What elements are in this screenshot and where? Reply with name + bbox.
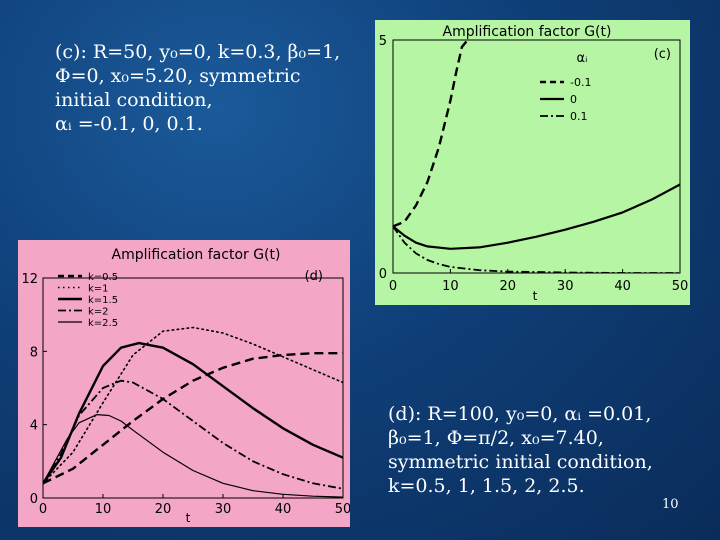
x-tick-label: 40 <box>614 279 631 294</box>
caption-line: Φ=0, x₀=5.20, symmetric <box>55 65 301 87</box>
caption-line: k=0.5, 1, 1.5, 2, 2.5. <box>388 475 585 497</box>
y-tick-label: 5 <box>379 34 387 49</box>
caption-line: initial condition, <box>55 89 213 111</box>
y-tick-label: 8 <box>30 345 38 360</box>
series-line-k=2 <box>43 379 343 490</box>
series-line-k=0.5 <box>43 352 343 485</box>
panel-label: (d) <box>305 269 323 284</box>
x-tick-label: 50 <box>335 502 350 517</box>
legend-label: k=2 <box>88 307 109 318</box>
series-line-k=1.5 <box>43 341 343 484</box>
caption-panel-c: (c): R=50, y₀=0, k=0.3, β₀=1, Φ=0, x₀=5.… <box>55 40 375 136</box>
caption-line: αᵢ =-0.1, 0, 0.1. <box>55 113 203 135</box>
x-tick-label: 30 <box>557 279 574 294</box>
chart-panel-d: 0 10 20 30 40 50 0 4 8 12 Amplification factor G(t… <box>18 240 350 527</box>
x-axis-label: t <box>186 511 191 525</box>
series-line-k=2.5 <box>43 414 343 498</box>
legend-title: αᵢ <box>577 51 588 66</box>
legend-label: k=0.5 <box>88 272 118 283</box>
x-tick-label: 50 <box>672 279 689 294</box>
x-tick-label: 0 <box>39 502 47 517</box>
x-tick-label: 10 <box>95 502 112 517</box>
series-line-k=1 <box>43 326 343 485</box>
legend-label: k=1 <box>88 284 109 295</box>
x-tick-label: 0 <box>389 279 397 294</box>
y-tick-label: 12 <box>21 272 38 287</box>
caption-line: β₀=1, Φ=π/2, x₀=7.40, <box>388 427 604 449</box>
legend-label: 0.1 <box>570 110 588 123</box>
series-line-0 <box>393 183 680 250</box>
x-tick-label: 30 <box>215 502 232 517</box>
caption-panel-d: (d): R=100, y₀=0, αᵢ =0.01, β₀=1, Φ=π/2,… <box>388 402 688 498</box>
chart-background <box>18 240 350 527</box>
plot-frame <box>42 277 344 499</box>
y-tick-label: 4 <box>30 419 38 434</box>
slide-number: 10 <box>662 497 679 512</box>
plot-frame <box>392 39 681 274</box>
legend-label: k=1.5 <box>88 295 118 306</box>
chart-panel-c: 0 10 20 30 40 50 0 5 Amplification factor G(t) (c… <box>375 20 690 305</box>
y-tick-label: 0 <box>379 267 387 282</box>
x-tick-label: 40 <box>275 502 292 517</box>
legend-label: k=2.5 <box>88 318 118 329</box>
panel-label: (c) <box>654 47 671 62</box>
x-tick-label: 20 <box>155 502 172 517</box>
caption-line: symmetric initial condition, <box>388 451 653 473</box>
legend-label: -0.1 <box>570 76 591 89</box>
chart-title: Amplification factor G(t) <box>443 24 612 40</box>
series-line--0.1 <box>393 40 469 228</box>
chart-title: Amplification factor G(t) <box>112 247 281 263</box>
caption-line: (d): R=100, y₀=0, αᵢ =0.01, <box>388 403 652 425</box>
chart-background <box>375 20 690 305</box>
x-axis-label: t <box>533 289 538 303</box>
legend-label: 0 <box>570 93 577 106</box>
caption-line: (c): R=50, y₀=0, k=0.3, β₀=1, <box>55 41 341 63</box>
y-tick-label: 0 <box>30 492 38 507</box>
x-tick-label: 10 <box>442 279 459 294</box>
x-tick-label: 20 <box>500 279 517 294</box>
